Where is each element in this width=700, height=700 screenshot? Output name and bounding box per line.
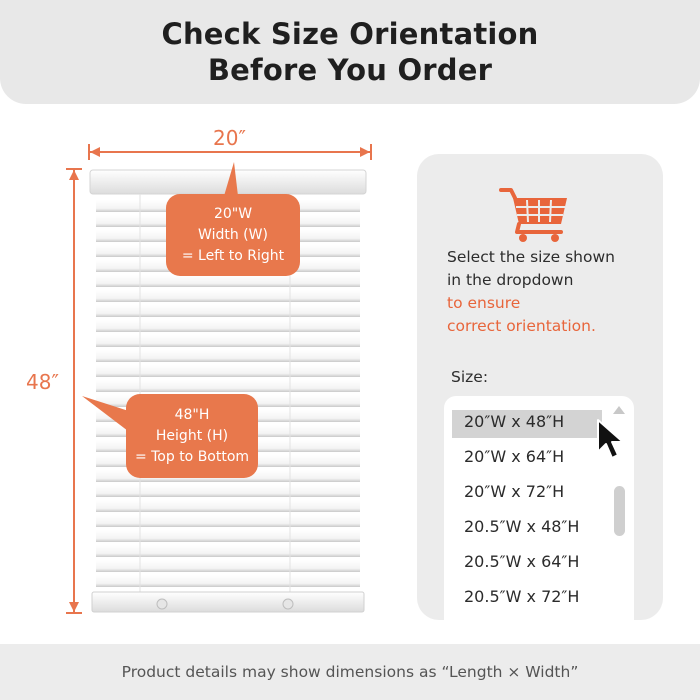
header-banner: Check Size Orientation Before You Order bbox=[0, 0, 700, 104]
order-instruction-text: Select the size shown in the dropdown to… bbox=[447, 246, 657, 338]
scrollbar-thumb[interactable] bbox=[614, 486, 625, 536]
size-dropdown-list[interactable]: 20″W x 48″H 20″W x 64″H 20″W x 72″H 20.5… bbox=[444, 396, 634, 620]
blind-diagram: 20″ 48″ bbox=[26, 126, 372, 614]
order-instructions-panel: Select the size shown in the dropdown to… bbox=[417, 154, 663, 620]
blind-slat bbox=[96, 530, 360, 542]
blind-slat bbox=[96, 560, 360, 572]
instruction-line-1: Select the size shown bbox=[447, 248, 615, 266]
width-callout-value: 20"W bbox=[213, 205, 253, 222]
blind-slat bbox=[96, 290, 360, 302]
instruction-line-3: to ensure bbox=[447, 294, 521, 312]
blind-slat bbox=[96, 305, 360, 317]
instruction-line-2: in the dropdown bbox=[447, 271, 574, 289]
shopping-cart-icon bbox=[499, 188, 567, 242]
blind-slat bbox=[96, 350, 360, 362]
width-callout-name: Width (W) bbox=[198, 226, 268, 243]
blind-slat bbox=[96, 320, 360, 332]
blind-slat bbox=[96, 365, 360, 377]
size-option[interactable]: 20″W x 48″H bbox=[464, 412, 565, 431]
height-callout-pointer bbox=[82, 396, 132, 434]
height-label: 48″ bbox=[26, 370, 59, 394]
footer-note-bar: Product details may show dimensions as “… bbox=[0, 644, 700, 700]
height-dimension-arrow bbox=[66, 168, 82, 614]
size-option[interactable]: 20″W x 64″H bbox=[464, 447, 565, 466]
footer-note: Product details may show dimensions as “… bbox=[121, 663, 579, 681]
width-dimension-arrow bbox=[88, 144, 372, 160]
size-option[interactable]: 20.5″W x 72″H bbox=[464, 587, 580, 606]
blind-slat bbox=[96, 515, 360, 527]
blind-slat bbox=[96, 500, 360, 512]
size-option[interactable]: 20.5″W x 48″H bbox=[464, 517, 580, 536]
instruction-line-4: correct orientation. bbox=[447, 317, 596, 335]
dropdown-scrollbar[interactable] bbox=[612, 406, 626, 606]
blind-slat bbox=[96, 275, 360, 287]
scroll-up-arrow-icon[interactable] bbox=[613, 406, 625, 414]
blind-slat bbox=[96, 335, 360, 347]
height-callout-name: Height (H) bbox=[155, 427, 229, 444]
size-option[interactable]: 20.5″W x 64″H bbox=[464, 552, 580, 571]
height-callout: 48"H Height (H) = Top to Bottom bbox=[126, 394, 258, 478]
height-callout-desc: = Top to Bottom bbox=[134, 448, 250, 465]
width-label: 20″ bbox=[213, 126, 246, 150]
width-callout: 20"W Width (W) = Left to Right bbox=[166, 194, 300, 276]
blind-slat bbox=[96, 380, 360, 392]
blind-slat bbox=[96, 545, 360, 557]
size-label: Size: bbox=[451, 368, 489, 386]
page-title-line-2: Before You Order bbox=[207, 53, 493, 87]
blind-slat bbox=[96, 485, 360, 497]
blind-slat bbox=[96, 575, 360, 587]
page-title-line-1: Check Size Orientation bbox=[161, 17, 539, 51]
mouse-pointer-icon bbox=[597, 419, 624, 459]
size-option[interactable]: 20″W x 72″H bbox=[464, 482, 565, 501]
height-callout-value: 48"H bbox=[174, 406, 210, 423]
width-callout-pointer bbox=[224, 162, 238, 196]
width-callout-desc: = Left to Right bbox=[181, 247, 285, 264]
selected-option-highlight bbox=[452, 410, 602, 438]
